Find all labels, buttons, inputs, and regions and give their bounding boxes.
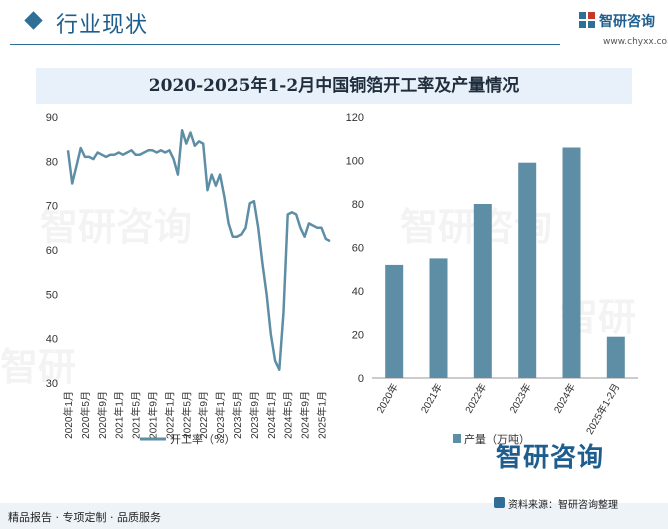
left-y-tick-label: 90 [46, 112, 58, 124]
watermark-icon: 智研咨询 [40, 205, 192, 249]
chart-title-band: 2020-2025年1-2月中国铜箔开工率及产量情况 [36, 68, 632, 104]
brand-logo: 智研咨询 www.chyxx.com [573, 8, 668, 48]
left-y-axis: 30 40 50 60 70 80 90 [46, 112, 58, 390]
header: 行业现状 智研咨询 www.chyxx.com [0, 0, 668, 47]
right-y-tick-label: 60 [352, 243, 364, 255]
right-y-tick-label: 20 [352, 330, 364, 342]
footer-bar [0, 503, 668, 529]
bar [518, 162, 537, 378]
right-x-tick-label: 2023年 [506, 381, 533, 415]
left-y-tick-label: 50 [46, 289, 58, 301]
left-x-tick-label: 2024年1月 [265, 391, 278, 439]
right-y-axis: 0 20 40 60 80 100 120 [346, 112, 364, 385]
left-x-tick-label: 2025年1月 [316, 391, 329, 439]
footer-slogan: 精品报告 · 专项定制 · 品质服务 [8, 511, 161, 524]
brand-name: 智研咨询 [599, 14, 655, 30]
left-y-tick-label: 40 [46, 334, 58, 346]
right-y-tick-label: 40 [352, 286, 364, 298]
left-x-tick-label: 2024年5月 [282, 391, 295, 439]
chart-title: 2020-2025年1-2月中国铜箔开工率及产量情况 [148, 76, 520, 96]
left-x-axis: 2020年1月 2020年5月 2020年9月 2021年1月 2021年5月 2021年… [62, 391, 329, 439]
bar [473, 204, 492, 378]
left-x-tick-label: 2022年1月 [163, 391, 176, 439]
right-y-tick-label: 80 [352, 199, 364, 211]
footer-brand-mark: 智研咨询 [496, 443, 605, 473]
footer-source: 资料来源：智研咨询整理 [508, 500, 618, 511]
right-x-tick-label: 2022年 [462, 381, 489, 415]
left-y-tick-label: 80 [46, 156, 58, 168]
section-title: 行业现状 [56, 13, 149, 38]
header-divider [10, 44, 560, 45]
watermark-icon: 智研 [0, 345, 76, 389]
bar [429, 258, 448, 378]
bar [562, 147, 581, 378]
left-y-tick-label: 70 [46, 201, 58, 213]
right-x-tick-label: 2021年 [418, 381, 445, 415]
watermarks: 智研咨询 智研咨询 智研 智研 [0, 205, 636, 389]
bar-legend: 产量（万吨） [453, 432, 530, 446]
left-x-tick-label: 2023年1月 [214, 391, 227, 439]
right-y-tick-label: 0 [358, 373, 364, 385]
left-x-tick-label: 2023年5月 [231, 391, 244, 439]
right-y-tick-label: 120 [346, 112, 364, 124]
right-x-tick-label: 2024年 [551, 381, 578, 415]
left-x-tick-label: 2022年9月 [197, 391, 210, 439]
source-icon [494, 497, 505, 508]
left-x-tick-label: 2021年1月 [113, 391, 126, 439]
bar-series [385, 147, 625, 378]
left-x-tick-label: 2020年1月 [62, 391, 75, 439]
line-series [66, 129, 331, 371]
left-x-tick-label: 2023年9月 [248, 391, 261, 439]
bar [606, 336, 625, 378]
left-x-tick-label: 2024年9月 [299, 391, 312, 439]
left-x-tick-label: 2022年5月 [180, 391, 193, 439]
left-x-tick-label: 2020年5月 [79, 391, 92, 439]
brand-logo-icon [579, 12, 595, 28]
bar-legend-swatch [453, 434, 461, 443]
right-x-axis: 2020年 2021年 2022年 2023年 2024年 2025年1-2月 [373, 381, 622, 437]
right-x-tick-label: 2020年 [373, 381, 400, 415]
left-y-tick-label: 30 [46, 378, 58, 390]
bar-legend-label: 产量（万吨） [464, 432, 530, 446]
right-y-tick-label: 100 [346, 156, 364, 168]
left-x-tick-label: 2021年9月 [147, 391, 160, 439]
bar [385, 264, 404, 378]
left-x-tick-label: 2021年5月 [130, 391, 143, 439]
line-legend-label: 开工率（%） [170, 432, 235, 446]
left-x-tick-label: 2020年9月 [96, 391, 109, 439]
line-legend: 开工率（%） [140, 432, 235, 446]
brand-url: www.chyxx.com [603, 37, 668, 47]
left-y-tick-label: 60 [46, 245, 58, 257]
right-x-tick-label: 2025年1-2月 [583, 381, 623, 437]
